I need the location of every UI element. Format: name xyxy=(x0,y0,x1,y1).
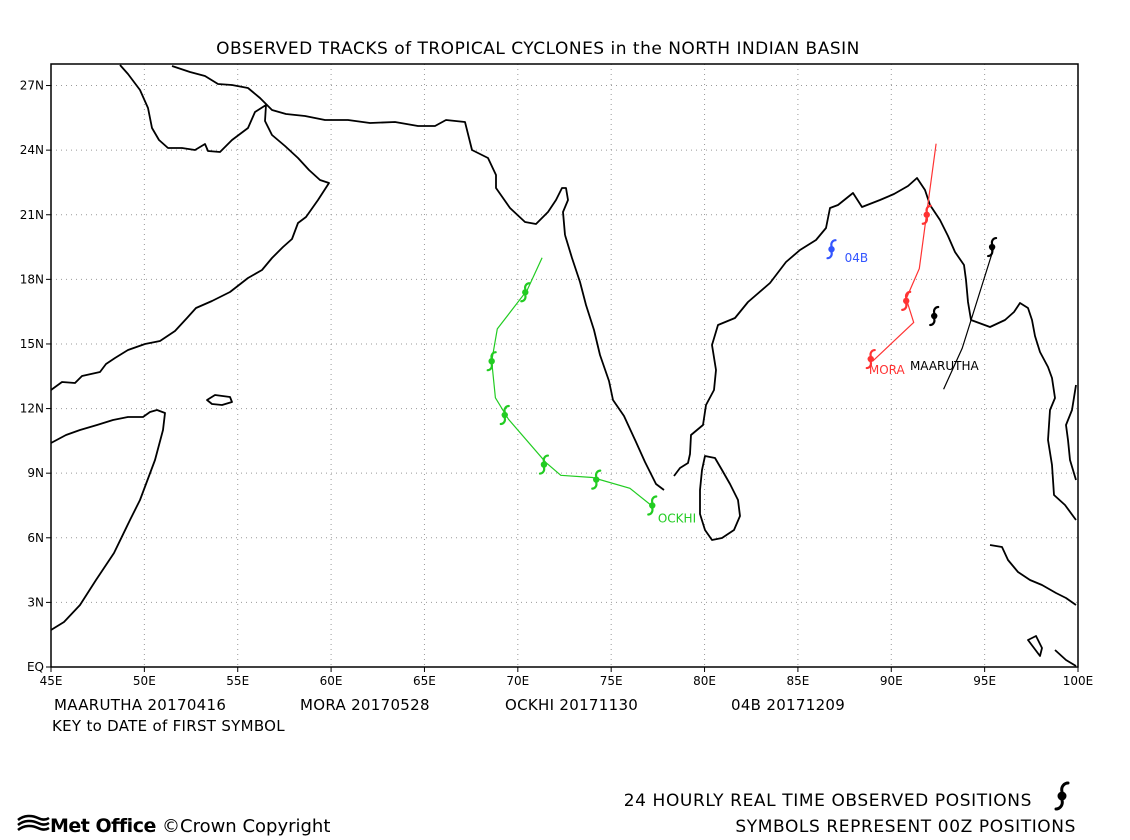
y-tick-label: 21N xyxy=(20,208,44,222)
storm-label-mora: MORA xyxy=(869,363,906,377)
coastline-gulf-of-thailand xyxy=(1065,384,1077,481)
storm-label-ockhi: OCKHI xyxy=(658,512,696,526)
y-tick-label: 27N xyxy=(20,79,44,93)
x-tick-label: 45E xyxy=(40,674,63,688)
x-tick-label: 65E xyxy=(413,674,436,688)
lat-lon-grid xyxy=(51,64,1078,667)
coastline-iran-pakistan xyxy=(171,65,569,236)
x-tick-label: 90E xyxy=(880,674,903,688)
coastline-sumatra-south xyxy=(1054,649,1077,667)
x-tick-label: 80E xyxy=(693,674,716,688)
coastline-india-east xyxy=(673,177,1077,521)
x-axis-labels: 45E 50E 55E 60E 65E 70E 75E 80E 85E 90E 95E 100E xyxy=(40,667,1094,688)
met-office-wordmark: Met Office xyxy=(50,815,156,837)
x-tick-label: 55E xyxy=(226,674,249,688)
key-entry-maarutha: MAARUTHA 20170416 xyxy=(54,696,226,714)
footer-notes: 24 HOURLY REAL TIME OBSERVED POSITIONS S… xyxy=(624,781,1076,837)
y-axis-labels: EQ 3N 6N 9N 12N 15N 18N 21N 24N 27N xyxy=(20,79,51,674)
note-observed-positions: 24 HOURLY REAL TIME OBSERVED POSITIONS xyxy=(624,791,1032,811)
x-tick-label: 70E xyxy=(506,674,529,688)
coastlines xyxy=(50,64,1077,667)
cyclone-symbol-ockhi xyxy=(520,282,531,303)
storm-mora: MORA xyxy=(865,143,937,377)
coastline-india-west xyxy=(564,234,665,491)
cyclone-symbol-mora xyxy=(901,290,912,311)
key-legend: MAARUTHA 20170416 MORA 20170528 OCKHI 20… xyxy=(52,696,845,735)
met-office-waves-icon xyxy=(17,814,50,832)
cyclone-symbol-ockhi xyxy=(486,351,497,372)
x-tick-label: 100E xyxy=(1063,674,1094,688)
coastline-sumatra xyxy=(1027,635,1043,657)
storm-ockhi: OCKHI xyxy=(486,257,696,526)
cyclone-symbol-maarutha xyxy=(929,305,940,327)
x-tick-label: 85E xyxy=(786,674,809,688)
y-tick-label: 24N xyxy=(20,143,44,157)
storm-maarutha: MAARUTHA xyxy=(910,236,998,390)
coastline-horn-of-africa xyxy=(50,409,166,631)
y-tick-label: EQ xyxy=(27,660,44,674)
note-symbols-00z: SYMBOLS REPRESENT 00Z POSITIONS xyxy=(735,817,1076,837)
cyclone-symbol-mora xyxy=(921,204,932,225)
storm-label-04b: 04B xyxy=(845,251,869,265)
y-tick-label: 18N xyxy=(20,272,44,286)
y-tick-label: 6N xyxy=(27,531,44,545)
coastline-arabia xyxy=(50,64,330,391)
y-tick-label: 12N xyxy=(20,402,44,416)
storm-label-maarutha: MAARUTHA xyxy=(910,359,980,373)
key-entry-04b: 04B 20171209 xyxy=(731,696,845,714)
map-title: OBSERVED TRACKS of TROPICAL CYCLONES in … xyxy=(216,39,860,59)
cyclone-symbol-icon xyxy=(1054,781,1070,811)
x-tick-label: 60E xyxy=(320,674,343,688)
coastline-sri-lanka xyxy=(699,455,741,541)
cyclone-symbol-ockhi xyxy=(499,404,510,426)
key-caption: KEY to DATE of FIRST SYMBOL xyxy=(52,717,285,735)
key-entry-mora: MORA 20170528 xyxy=(300,696,430,714)
y-tick-label: 15N xyxy=(20,337,44,351)
cyclone-symbol-ockhi xyxy=(647,495,658,516)
track-line-maarutha xyxy=(943,246,995,390)
cyclone-symbol-ockhi xyxy=(538,454,550,475)
cyclone-symbol-ockhi xyxy=(591,469,602,490)
key-entry-ockhi: OCKHI 20171130 xyxy=(505,696,638,714)
cyclone-tracks: MAARUTHA MORA OCKHI 04B xyxy=(486,143,998,526)
map-frame xyxy=(50,63,1079,668)
copyright-notice: ©Crown Copyright xyxy=(162,816,330,837)
coastline-socotra xyxy=(206,394,233,406)
x-tick-label: 75E xyxy=(600,674,623,688)
cyclone-symbol-04b xyxy=(826,239,837,260)
y-tick-label: 9N xyxy=(27,466,44,480)
map-plot-area: MAARUTHA MORA OCKHI 04B xyxy=(50,63,1079,668)
track-line-ockhi xyxy=(491,257,655,509)
cyclone-symbol-mora xyxy=(865,348,876,370)
coastline-malay-peninsula xyxy=(989,544,1077,606)
x-tick-label: 95E xyxy=(973,674,996,688)
cyclone-symbol-maarutha xyxy=(987,236,998,258)
x-tick-label: 50E xyxy=(133,674,156,688)
met-office-logo: Met Office xyxy=(17,814,156,837)
track-line-mora xyxy=(872,143,937,362)
y-tick-label: 3N xyxy=(27,595,44,609)
storm-04b: 04B xyxy=(826,239,869,265)
